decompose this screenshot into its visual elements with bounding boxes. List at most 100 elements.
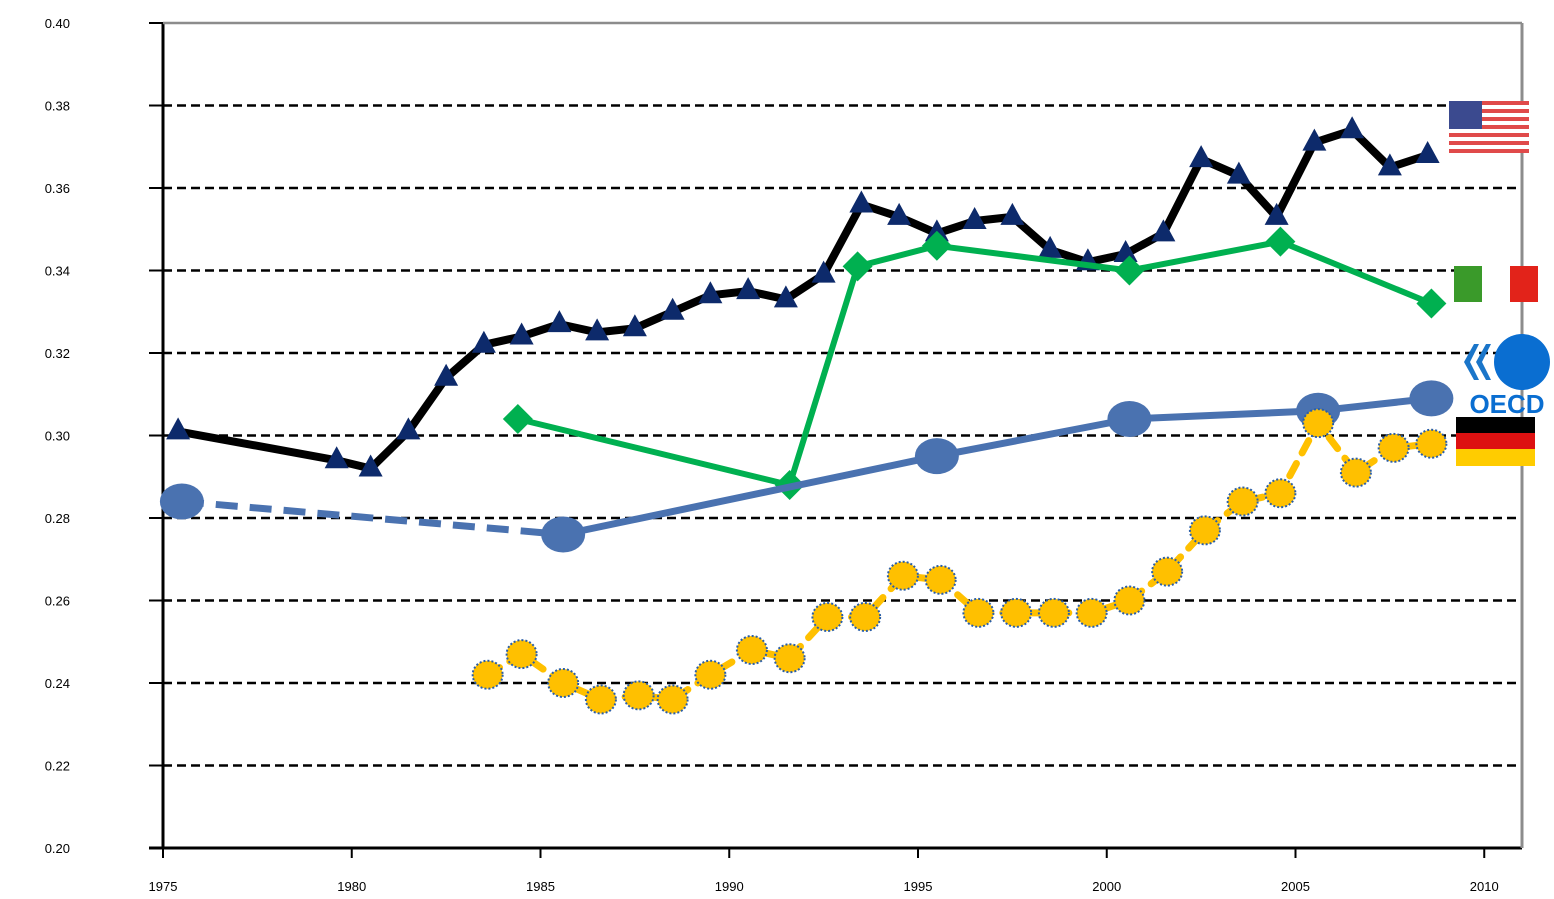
- oecd-logo-chevron: [1464, 344, 1479, 380]
- data-point-united-states: [773, 285, 798, 308]
- y-tick-label: 0.20: [45, 841, 70, 856]
- data-point-united-states: [1377, 153, 1402, 176]
- data-point-germany: [924, 564, 957, 595]
- data-point-united-states: [434, 363, 459, 386]
- data-point-united-states: [698, 281, 723, 304]
- oecd-logo-text: OECD: [1469, 389, 1544, 419]
- data-point-united-states: [924, 219, 949, 242]
- x-tick-label: 2010: [1470, 879, 1499, 894]
- data-point-germany: [1075, 597, 1108, 628]
- data-point-germany: [886, 560, 919, 591]
- data-point-germany: [1302, 408, 1335, 439]
- legend-icons: OECD: [1449, 101, 1550, 466]
- data-point-united-states: [1226, 161, 1251, 184]
- data-point-germany: [1415, 428, 1448, 459]
- us-flag-stripe: [1449, 101, 1529, 105]
- y-tick-label: 0.36: [45, 181, 70, 196]
- y-tick-label: 0.30: [45, 429, 70, 444]
- italy-flag-icon: [1454, 266, 1538, 302]
- data-point-united-states: [324, 446, 349, 469]
- data-point-germany: [656, 684, 689, 715]
- data-point-united-states: [1113, 240, 1138, 262]
- y-tick-label: 0.40: [45, 16, 70, 31]
- y-tick-label: 0.24: [45, 676, 70, 691]
- x-tick-label: 1975: [149, 879, 178, 894]
- data-point-italy: [1265, 226, 1296, 257]
- us-flag-stripe: [1449, 145, 1529, 149]
- x-tick-label: 2005: [1281, 879, 1310, 894]
- us-flag-stripe: [1449, 113, 1529, 117]
- tick-labels: 0.20 0.22 0.24 0.26 0.28 0.30 0.32 0.34 0.36 0.38…: [45, 16, 1499, 894]
- germany-flag-red: [1456, 433, 1535, 449]
- data-point-oecd: [541, 516, 586, 553]
- data-point-united-states: [849, 190, 874, 213]
- series-line-oecd-dashed: [181, 498, 564, 538]
- data-point-germany: [962, 597, 995, 628]
- us-flag-icon: [1449, 101, 1529, 153]
- data-point-italy: [1114, 255, 1145, 286]
- oecd-logo-globe: [1494, 334, 1550, 390]
- data-point-germany: [1151, 556, 1184, 587]
- y-tick-label: 0.38: [45, 99, 70, 114]
- data-point-united-states: [166, 417, 191, 440]
- data-point-united-states: [1302, 128, 1327, 151]
- x-tick-label: 1985: [526, 879, 555, 894]
- data-point-united-states: [471, 330, 496, 353]
- data-point-united-states: [660, 297, 685, 320]
- data-point-germany: [694, 659, 727, 690]
- series-line-germany: [484, 416, 1435, 704]
- us-flag-stripe: [1449, 117, 1529, 121]
- data-point-oecd: [914, 438, 959, 475]
- italy-flag-red: [1510, 266, 1538, 302]
- y-tick-label: 0.26: [45, 594, 70, 609]
- data-point-italy: [502, 404, 533, 434]
- data-point-germany: [1037, 597, 1070, 628]
- data-point-germany: [1000, 597, 1033, 628]
- us-flag-stripe: [1449, 137, 1529, 141]
- data-point-germany: [1264, 478, 1297, 509]
- series-oecd: [159, 380, 1454, 553]
- us-flag-stripe: [1449, 149, 1529, 153]
- us-flag-canton: [1449, 101, 1482, 129]
- data-point-united-states: [509, 322, 534, 345]
- data-point-germany: [1377, 432, 1410, 463]
- oecd-logo: OECD: [1464, 334, 1550, 419]
- germany-flag-black: [1456, 417, 1535, 433]
- us-flag-stripe: [1449, 129, 1529, 133]
- data-point-united-states: [358, 454, 383, 477]
- italy-flag-green: [1454, 266, 1482, 302]
- x-tick-label: 1990: [715, 879, 744, 894]
- data-point-germany: [622, 680, 655, 711]
- data-point-germany: [849, 602, 882, 632]
- series-united-states: [166, 116, 1440, 477]
- data-point-united-states: [1415, 141, 1440, 163]
- us-flag-stripe: [1449, 125, 1529, 129]
- data-point-germany: [1113, 585, 1146, 616]
- us-flag-stripe: [1449, 105, 1529, 109]
- data-point-united-states: [1000, 202, 1025, 225]
- data-point-germany: [735, 635, 768, 665]
- us-flag-stripe: [1449, 141, 1529, 145]
- us-flag-stripe: [1449, 109, 1529, 113]
- data-point-germany: [1339, 457, 1372, 488]
- data-point-germany: [811, 602, 844, 632]
- data-point-united-states: [962, 207, 987, 229]
- series-germany: [471, 408, 1448, 715]
- oecd-logo-chevron: [1476, 344, 1491, 380]
- data-point-united-states: [547, 310, 572, 333]
- data-point-germany: [1226, 486, 1259, 517]
- data-point-oecd: [159, 483, 204, 520]
- x-tick-label: 1980: [337, 879, 366, 894]
- data-point-oecd: [1409, 380, 1454, 417]
- x-tick-label: 2000: [1092, 879, 1121, 894]
- germany-flag-icon: [1456, 417, 1535, 466]
- data-point-united-states: [736, 277, 761, 300]
- us-flag-stripe: [1449, 133, 1529, 137]
- germany-flag-gold: [1456, 449, 1535, 466]
- data-point-italy: [1416, 288, 1447, 319]
- series-italy: [502, 226, 1447, 500]
- data-point-germany: [584, 684, 617, 715]
- data-point-united-states: [887, 202, 912, 225]
- us-flag-stripe: [1449, 121, 1529, 125]
